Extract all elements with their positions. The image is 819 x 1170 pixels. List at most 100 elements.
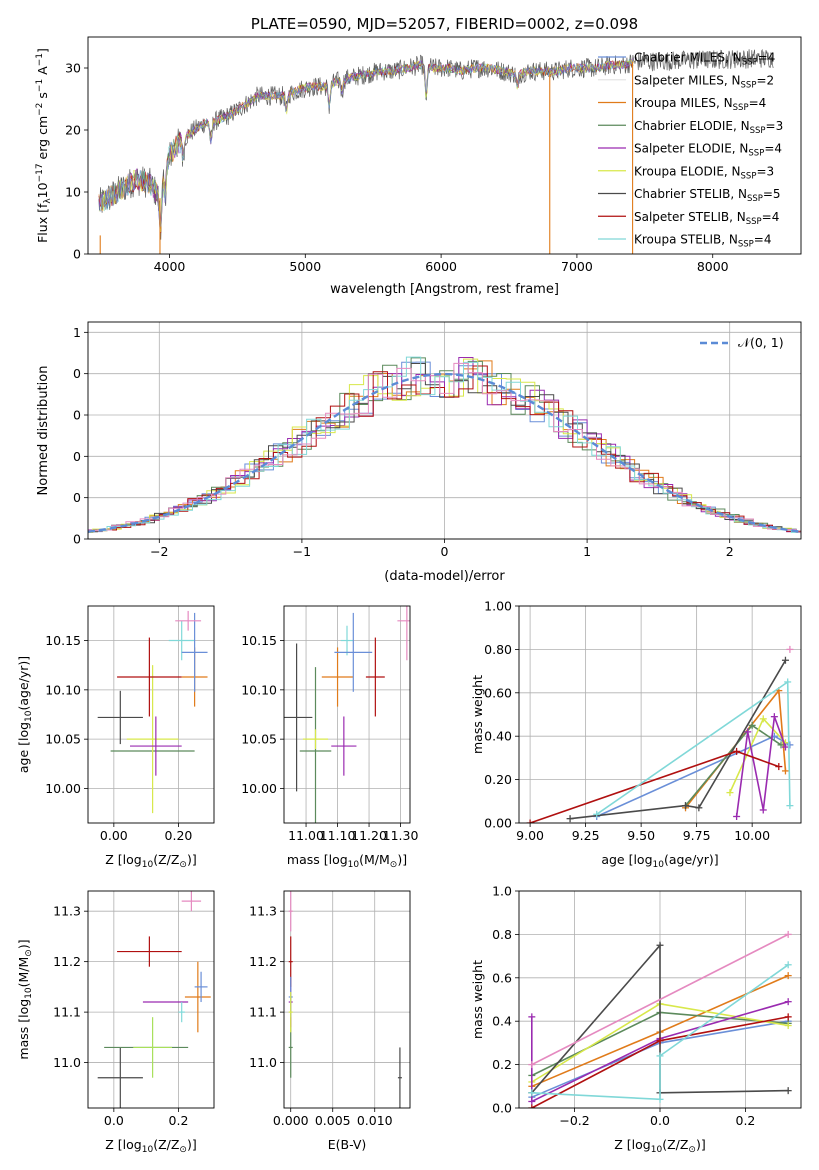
legend-label: 𝒩(0, 1): [738, 335, 784, 350]
errorbar-point: [340, 625, 354, 656]
legend-label-text: Chabrier MILES, N: [634, 51, 742, 65]
x-tick-label: 6000: [425, 259, 457, 274]
panel-spectrum: 4000 5000 6000 7000 8000 0 10 20 30 PLATE=0590, M…: [35, 15, 802, 297]
x-axis-label-part: ⊙: [688, 1145, 696, 1155]
legend-label-sub: SSP: [747, 194, 763, 204]
errorbar-point: [181, 612, 208, 692]
weight-point-marker: [781, 743, 789, 751]
y-tick-label: 10.05: [45, 732, 81, 747]
weight-point-marker: [733, 747, 741, 755]
legend-label-text: Salpeter ELODIE, N: [634, 142, 748, 156]
x-axis-label: wavelength [Angstrom, rest frame]: [330, 282, 559, 297]
plot-area: [97, 891, 211, 1108]
y-tick-label: 0: [73, 408, 81, 423]
weight-point-marker: [784, 998, 792, 1006]
y-axis-label-part: ]: [35, 48, 50, 53]
x-tick-label: 9.50: [627, 828, 655, 843]
y-tick-label: 30: [65, 61, 81, 76]
x-axis-label: (data-model)/error: [384, 569, 505, 584]
y-tick-label: 0.0: [492, 1101, 512, 1116]
x-axis-label-part: (Z/Z: [153, 1137, 179, 1152]
y-axis-label: Flux [fλ10−17 erg cm−2 s−1 A−1]: [35, 48, 53, 243]
weight-point-marker: [748, 721, 756, 729]
x-tick-label: 11.20: [351, 828, 387, 843]
legend-label: Chabrier STELIB, NSSP=5: [634, 187, 781, 204]
y-tick-label: 20: [65, 123, 81, 138]
y-tick-label: 10.15: [241, 633, 277, 648]
legend-label-sub: SSP: [738, 240, 754, 250]
x-axis-label-part: )]: [397, 852, 407, 867]
weight-point-marker: [528, 1061, 536, 1069]
panel-mass_vs_Z: 0.0 0.211.011.111.211.3Z [log10(Z/Z⊙)]mas…: [16, 890, 215, 1155]
x-axis-label-part: mass [log: [287, 852, 348, 867]
plot-area: [526, 645, 794, 823]
legend-label-text: Kroupa STELIB, N: [634, 233, 738, 247]
y-axis-label-part: 10: [35, 182, 50, 198]
legend-label-value: =2: [756, 73, 774, 87]
y-tick-label: 0: [73, 247, 81, 262]
y-axis-label-part: ⊙: [24, 949, 34, 957]
x-axis-label-part: )]: [187, 1137, 197, 1152]
legend-label-text: Chabrier STELIB, N: [634, 187, 747, 201]
errorbar-point: [365, 637, 385, 717]
y-tick-label: 10.00: [45, 781, 81, 796]
histogram-series-salpeter_stelib: [88, 365, 801, 534]
x-tick-label: 11.00: [288, 828, 324, 843]
legend-label-sub: SSP: [742, 58, 758, 68]
weight-point-marker: [528, 1089, 536, 1097]
x-axis-label-part: (Z/Z: [153, 852, 179, 867]
legend-label-value: =3: [756, 164, 774, 178]
normal-curve: [88, 372, 801, 533]
y-tick-label: 10.15: [45, 633, 81, 648]
weight-point-marker: [770, 713, 778, 721]
panel-weight_vs_age: 9.00 9.25 9.50 9.75 10.00 0.00 0.20 0.40 0.60 0.8…: [470, 599, 802, 870]
legend-label: Kroupa MILES, NSSP=4: [634, 96, 766, 113]
errorbar-point: [117, 637, 182, 717]
legend-label-sub: SSP: [748, 149, 764, 159]
weight-series-chabrier_stelib: [531, 943, 789, 1094]
x-tick-label: 9.75: [683, 828, 711, 843]
x-tick-label: 7000: [561, 259, 593, 274]
weight-point-marker: [781, 767, 789, 775]
y-tick-label: 0: [73, 366, 81, 381]
y-axis-label-part: s: [35, 92, 50, 103]
errorbar-point: [194, 971, 208, 1003]
errorbar-point: [178, 1002, 185, 1023]
axes-frame: [87, 605, 215, 824]
plot-area: [528, 930, 792, 1108]
legend-label-text: Chabrier ELODIE, N: [634, 119, 750, 133]
weight-point-marker: [777, 741, 785, 749]
y-tick-label: 10.00: [241, 781, 277, 796]
legend-label-text: Salpeter MILES, N: [634, 73, 741, 87]
legend-label-value: =5: [763, 187, 781, 201]
legend-label: Kroupa STELIB, NSSP=4: [634, 233, 772, 250]
weight-point-marker: [528, 1013, 536, 1021]
plot-area: [284, 606, 410, 823]
legend-label-sub: SSP: [746, 217, 762, 227]
x-axis-label-part: (M/M: [359, 852, 390, 867]
axes-frame: [283, 890, 411, 1109]
errorbar-point: [117, 936, 182, 967]
errorbar-point: [130, 716, 182, 776]
legend-label: Chabrier ELODIE, NSSP=3: [634, 119, 783, 136]
y-tick-label: 10.10: [45, 682, 81, 697]
y-tick-label: 11.1: [249, 1005, 277, 1020]
weight-point-marker: [775, 763, 783, 771]
x-axis-label-part: 10: [651, 1145, 663, 1155]
y-tick-label: 11.2: [53, 954, 81, 969]
x-tick-label: 0.2: [736, 1113, 756, 1128]
y-tick-label: 0.80: [484, 642, 512, 657]
errorbar-point: [334, 612, 373, 692]
legend-label-text: Kroupa MILES, N: [634, 96, 733, 110]
x-axis-label-part: )]: [187, 852, 197, 867]
legend-label-value: =4: [764, 142, 782, 156]
x-tick-label: 0.0: [650, 1113, 670, 1128]
errorbar-point: [288, 891, 293, 932]
weight-point-marker: [786, 741, 794, 749]
weight-point-marker: [759, 715, 767, 723]
x-tick-label: 2: [726, 544, 734, 559]
y-axis-label-part: Flux [f: [35, 203, 50, 243]
plot-area: [98, 48, 774, 254]
x-tick-label: 0: [441, 544, 449, 559]
